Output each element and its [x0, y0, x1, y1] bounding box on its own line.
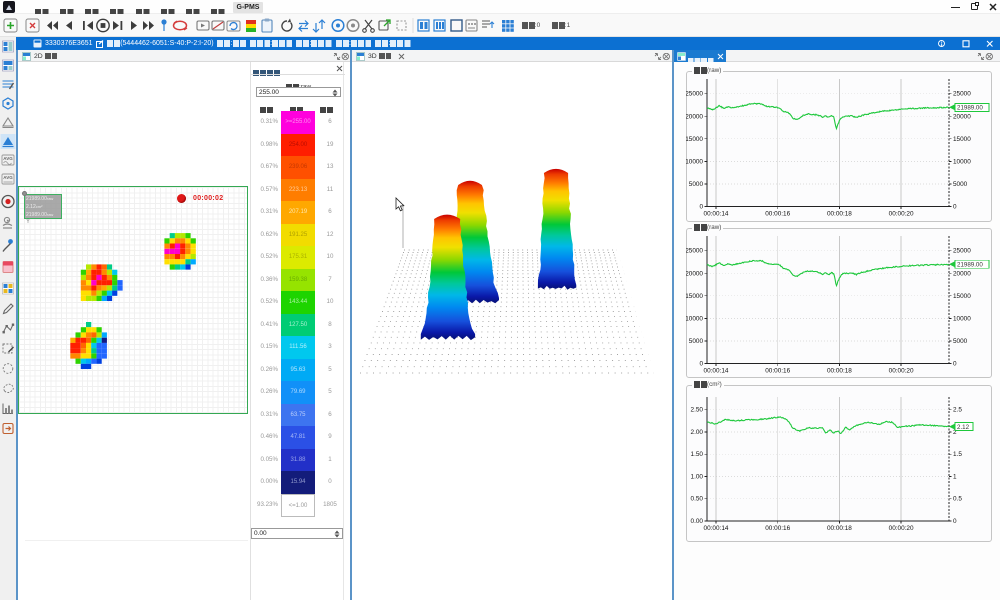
svg-text:20000: 20000	[953, 113, 971, 120]
svg-text:1.5: 1.5	[953, 451, 962, 458]
svg-text:0.00: 0.00	[691, 518, 704, 525]
svg-text:00:00:18: 00:00:18	[827, 211, 852, 218]
svg-text:15000: 15000	[686, 136, 703, 143]
svg-text:25000: 25000	[953, 91, 971, 98]
svg-text:15000: 15000	[953, 136, 971, 143]
svg-text:15000: 15000	[686, 293, 703, 300]
svg-text:2.00: 2.00	[691, 429, 704, 436]
svg-text:1.00: 1.00	[691, 474, 704, 481]
svg-text:00:00:14: 00:00:14	[704, 525, 729, 532]
svg-text:21989.00: 21989.00	[957, 105, 983, 112]
svg-text:00:00:14: 00:00:14	[704, 211, 729, 218]
svg-text:20000: 20000	[953, 270, 971, 277]
svg-text:00:00:16: 00:00:16	[765, 525, 790, 532]
svg-text:1.50: 1.50	[691, 451, 704, 458]
svg-text:20000: 20000	[686, 113, 703, 120]
svg-text:5000: 5000	[689, 338, 704, 345]
svg-text:10000: 10000	[686, 315, 703, 322]
svg-text:00:00:20: 00:00:20	[889, 211, 914, 218]
svg-text:0: 0	[699, 204, 703, 211]
svg-text:21989.00: 21989.00	[957, 262, 983, 269]
svg-text:25000: 25000	[953, 248, 971, 255]
svg-text:10000: 10000	[953, 315, 971, 322]
svg-text:5000: 5000	[953, 338, 968, 345]
svg-text:0: 0	[953, 518, 957, 525]
svg-text:2.12: 2.12	[957, 424, 970, 431]
svg-text:00:00:16: 00:00:16	[765, 211, 790, 218]
svg-text:2: 2	[953, 429, 957, 436]
svg-text:10000: 10000	[686, 158, 703, 165]
svg-text:5000: 5000	[689, 181, 704, 188]
svg-text:00:00:20: 00:00:20	[889, 368, 914, 375]
svg-text:0.5: 0.5	[953, 496, 962, 503]
svg-text:5000: 5000	[953, 181, 968, 188]
svg-text:00:00:18: 00:00:18	[827, 525, 852, 532]
svg-text:AVG: AVG	[3, 156, 13, 161]
svg-text:25000: 25000	[686, 91, 703, 98]
svg-text:00:00:14: 00:00:14	[704, 368, 729, 375]
svg-text:AVG: AVG	[3, 175, 13, 180]
svg-text:00:00:16: 00:00:16	[765, 368, 790, 375]
svg-text:2.5: 2.5	[953, 407, 962, 414]
svg-text:0: 0	[699, 361, 703, 368]
svg-text:00:00:20: 00:00:20	[889, 525, 914, 532]
svg-text:2.50: 2.50	[691, 407, 704, 414]
svg-text:0: 0	[953, 361, 957, 368]
svg-text:10000: 10000	[953, 158, 971, 165]
svg-text:20000: 20000	[686, 270, 703, 277]
svg-text:1: 1	[953, 474, 957, 481]
svg-text:25000: 25000	[686, 248, 703, 255]
svg-text:15000: 15000	[953, 293, 971, 300]
svg-text:0: 0	[953, 204, 957, 211]
svg-text:00:00:18: 00:00:18	[827, 368, 852, 375]
svg-text:0.50: 0.50	[691, 496, 704, 503]
